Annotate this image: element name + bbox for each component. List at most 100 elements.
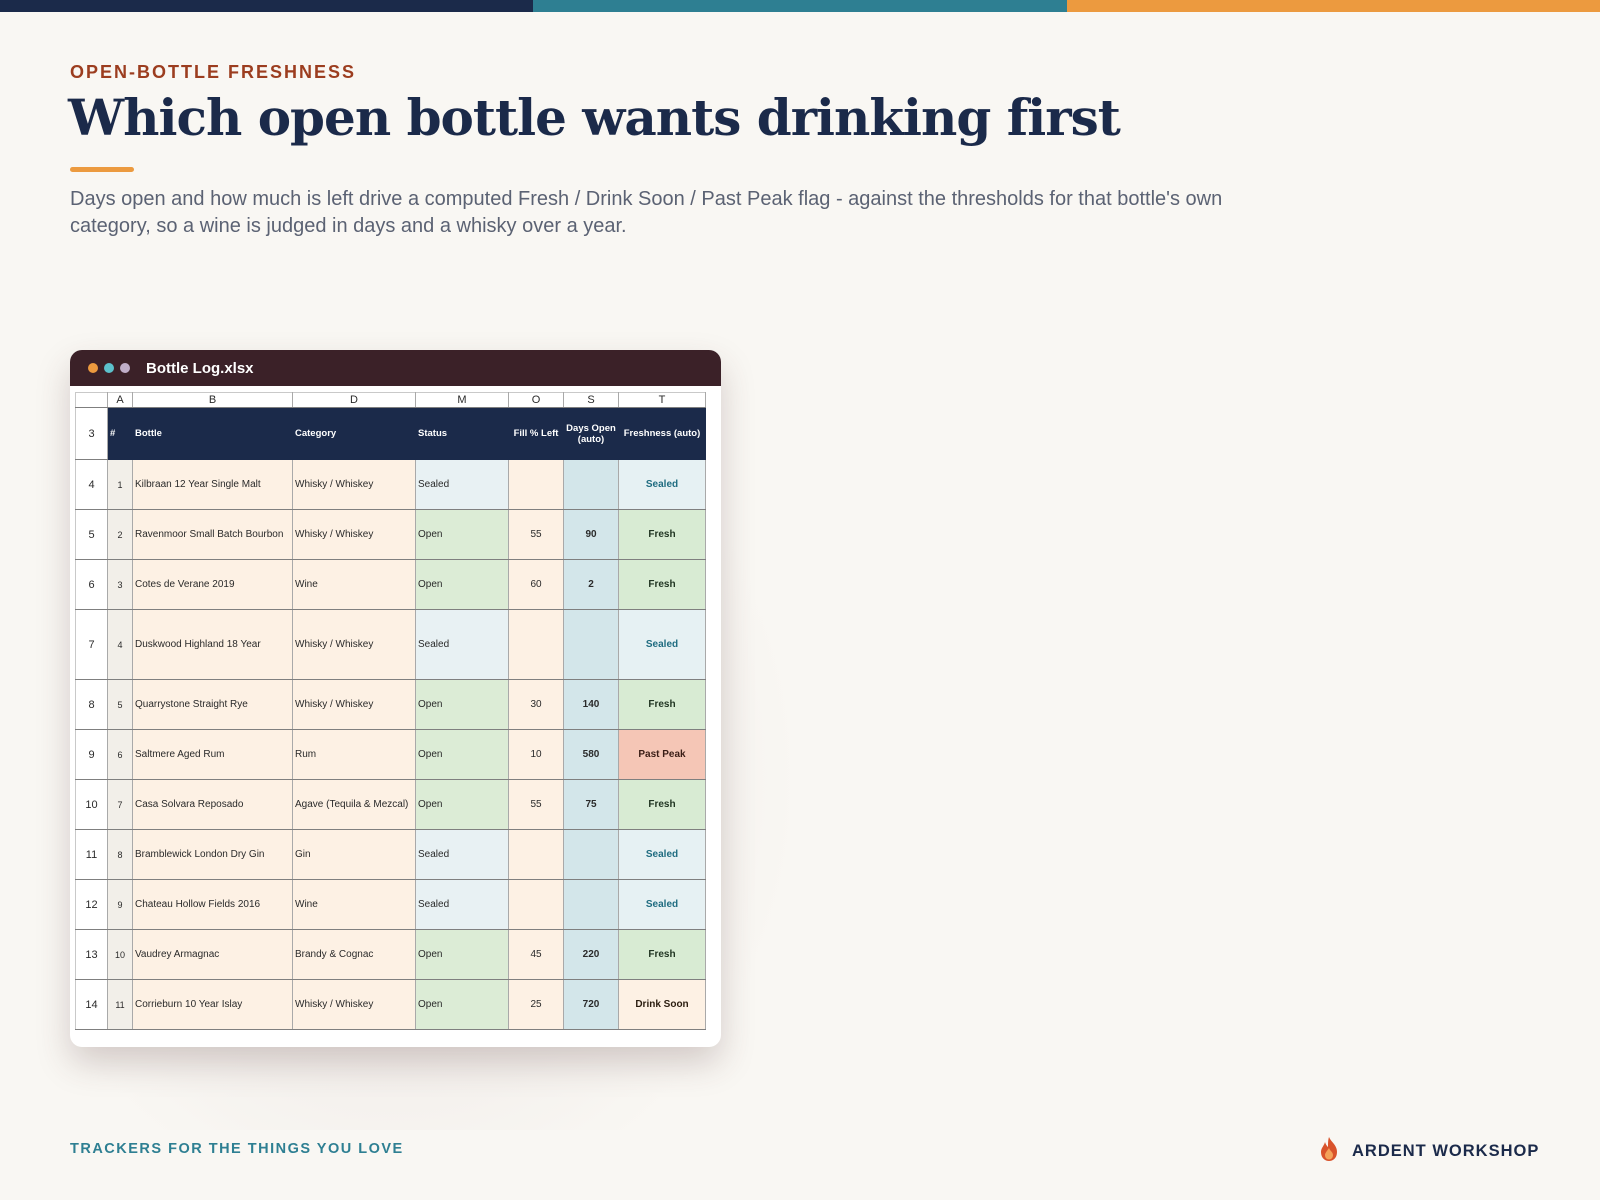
column-header[interactable]: Category [292,407,416,460]
cell-index[interactable]: 9 [107,879,133,930]
cell-status[interactable]: Sealed [415,829,509,880]
row-number[interactable]: 11 [75,829,108,880]
cell-index[interactable]: 1 [107,459,133,510]
column-header[interactable]: Status [415,407,509,460]
cell-days-open[interactable]: 75 [563,779,619,830]
row-number[interactable]: 7 [75,609,108,680]
cell-days-open[interactable]: 2 [563,559,619,610]
cell-status[interactable]: Open [415,979,509,1030]
cell-status[interactable]: Open [415,559,509,610]
cell-freshness[interactable]: Fresh [618,509,706,560]
window-close-dot[interactable] [88,363,98,373]
cell-bottle[interactable]: Chateau Hollow Fields 2016 [132,879,293,930]
cell-freshness[interactable]: Sealed [618,609,706,680]
cell-days-open[interactable] [563,879,619,930]
cell-category[interactable]: Brandy & Cognac [292,929,416,980]
cell-freshness[interactable]: Sealed [618,459,706,510]
column-header[interactable]: Freshness (auto) [618,407,706,460]
row-number[interactable]: 6 [75,559,108,610]
cell-freshness[interactable]: Sealed [618,879,706,930]
cell-index[interactable]: 4 [107,609,133,680]
row-number[interactable]: 3 [75,407,108,460]
cell-bottle[interactable]: Kilbraan 12 Year Single Malt [132,459,293,510]
window-zoom-dot[interactable] [120,363,130,373]
cell-category[interactable]: Whisky / Whiskey [292,459,416,510]
cell-status[interactable]: Open [415,509,509,560]
column-header[interactable]: Fill % Left [508,407,564,460]
cell-category[interactable]: Wine [292,559,416,610]
cell-index[interactable]: 5 [107,679,133,730]
corner-cell[interactable] [75,392,108,408]
cell-days-open[interactable] [563,459,619,510]
cell-category[interactable]: Whisky / Whiskey [292,509,416,560]
row-number[interactable]: 4 [75,459,108,510]
cell-index[interactable]: 7 [107,779,133,830]
cell-category[interactable]: Rum [292,729,416,780]
column-header[interactable]: Days Open (auto) [563,407,619,460]
cell-category[interactable]: Whisky / Whiskey [292,609,416,680]
cell-status[interactable]: Sealed [415,459,509,510]
cell-days-open[interactable] [563,829,619,880]
cell-status[interactable]: Open [415,729,509,780]
cell-bottle[interactable]: Duskwood Highland 18 Year [132,609,293,680]
cell-fill-left[interactable] [508,879,564,930]
cell-status[interactable]: Sealed [415,609,509,680]
cell-freshness[interactable]: Fresh [618,779,706,830]
row-number[interactable]: 13 [75,929,108,980]
cell-bottle[interactable]: Bramblewick London Dry Gin [132,829,293,880]
cell-freshness[interactable]: Drink Soon [618,979,706,1030]
cell-index[interactable]: 6 [107,729,133,780]
cell-category[interactable]: Gin [292,829,416,880]
cell-bottle[interactable]: Casa Solvara Reposado [132,779,293,830]
cell-bottle[interactable]: Quarrystone Straight Rye [132,679,293,730]
cell-freshness[interactable]: Fresh [618,679,706,730]
cell-category[interactable]: Agave (Tequila & Mezcal) [292,779,416,830]
column-letter-B[interactable]: B [132,392,293,408]
cell-index[interactable]: 8 [107,829,133,880]
cell-index[interactable]: 2 [107,509,133,560]
cell-status[interactable]: Open [415,779,509,830]
cell-bottle[interactable]: Cotes de Verane 2019 [132,559,293,610]
column-letter-S[interactable]: S [563,392,619,408]
cell-freshness[interactable]: Fresh [618,929,706,980]
cell-index[interactable]: 11 [107,979,133,1030]
cell-bottle[interactable]: Ravenmoor Small Batch Bourbon [132,509,293,560]
cell-days-open[interactable]: 140 [563,679,619,730]
cell-bottle[interactable]: Saltmere Aged Rum [132,729,293,780]
cell-fill-left[interactable]: 30 [508,679,564,730]
cell-freshness[interactable]: Fresh [618,559,706,610]
cell-category[interactable]: Whisky / Whiskey [292,979,416,1030]
cell-category[interactable]: Wine [292,879,416,930]
cell-days-open[interactable]: 90 [563,509,619,560]
column-letter-M[interactable]: M [415,392,509,408]
cell-status[interactable]: Sealed [415,879,509,930]
cell-freshness[interactable]: Past Peak [618,729,706,780]
cell-days-open[interactable] [563,609,619,680]
cell-fill-left[interactable]: 55 [508,509,564,560]
cell-fill-left[interactable]: 60 [508,559,564,610]
cell-fill-left[interactable] [508,609,564,680]
cell-fill-left[interactable] [508,829,564,880]
cell-bottle[interactable]: Corrieburn 10 Year Islay [132,979,293,1030]
cell-index[interactable]: 10 [107,929,133,980]
column-letter-T[interactable]: T [618,392,706,408]
cell-status[interactable]: Open [415,929,509,980]
cell-fill-left[interactable]: 25 [508,979,564,1030]
row-number[interactable]: 10 [75,779,108,830]
cell-fill-left[interactable]: 10 [508,729,564,780]
column-letter-O[interactable]: O [508,392,564,408]
row-number[interactable]: 8 [75,679,108,730]
row-number[interactable]: 14 [75,979,108,1030]
cell-fill-left[interactable] [508,459,564,510]
cell-bottle[interactable]: Vaudrey Armagnac [132,929,293,980]
cell-freshness[interactable]: Sealed [618,829,706,880]
column-header[interactable]: Bottle [132,407,293,460]
row-number[interactable]: 5 [75,509,108,560]
cell-index[interactable]: 3 [107,559,133,610]
column-header[interactable]: # [107,407,133,460]
cell-days-open[interactable]: 720 [563,979,619,1030]
cell-category[interactable]: Whisky / Whiskey [292,679,416,730]
cell-status[interactable]: Open [415,679,509,730]
column-letter-D[interactable]: D [292,392,416,408]
cell-fill-left[interactable]: 55 [508,779,564,830]
